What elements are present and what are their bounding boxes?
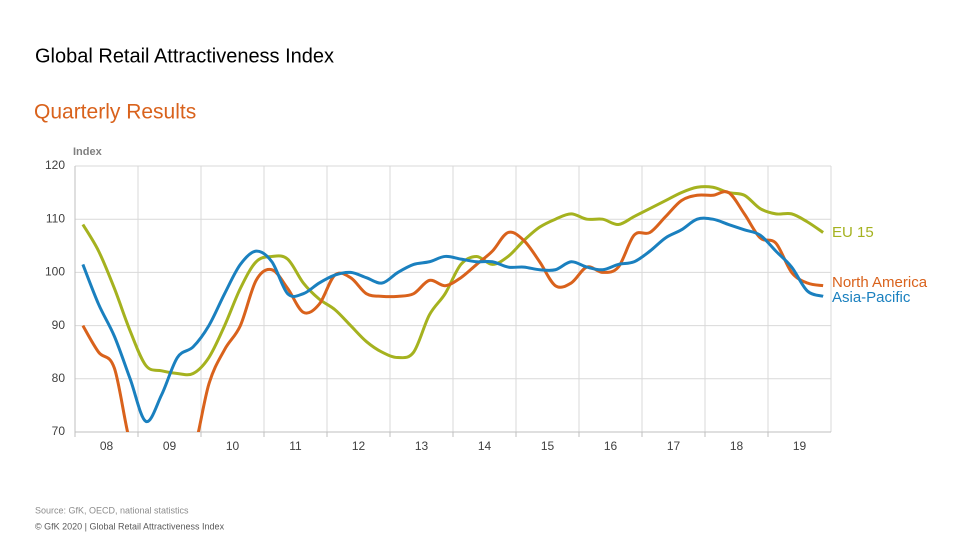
series-line — [81, 190, 824, 432]
y-axis-label: Index — [73, 146, 103, 158]
x-tick-label: 14 — [478, 439, 492, 453]
x-tick-label: 19 — [793, 439, 807, 453]
series-line — [81, 185, 824, 377]
x-tick-label: 10 — [226, 439, 240, 453]
series-label: EU 15 — [832, 224, 874, 241]
x-tick-label: 08 — [100, 439, 114, 453]
series-label: Asia-Pacific — [832, 289, 911, 306]
chart-title: Global Retail Attractiveness Index — [35, 45, 334, 67]
x-tick-label: 11 — [289, 439, 302, 453]
y-tick-label: 70 — [52, 424, 66, 438]
y-tick-label: 110 — [46, 211, 65, 225]
source-note: Source: GfK, OECD, national statistics — [35, 505, 189, 515]
x-tick-label: 17 — [667, 439, 681, 453]
copyright-note: © GfK 2020 | Global Retail Attractivenes… — [35, 521, 225, 531]
y-tick-label: 80 — [52, 371, 66, 385]
y-tick-label: 120 — [45, 158, 65, 172]
y-tick-label: 100 — [45, 265, 65, 279]
series-line — [81, 216, 824, 423]
series-label: North America — [832, 274, 928, 291]
x-tick-label: 15 — [541, 439, 555, 453]
x-tick-label: 16 — [604, 439, 618, 453]
y-tick-label: 90 — [52, 318, 66, 332]
plot-area — [81, 185, 824, 432]
x-tick-label: 18 — [730, 439, 744, 453]
chart-subtitle: Quarterly Results — [34, 101, 196, 124]
x-tick-label: 12 — [352, 439, 366, 453]
x-tick-label: 09 — [163, 439, 177, 453]
x-tick-label: 13 — [415, 439, 429, 453]
